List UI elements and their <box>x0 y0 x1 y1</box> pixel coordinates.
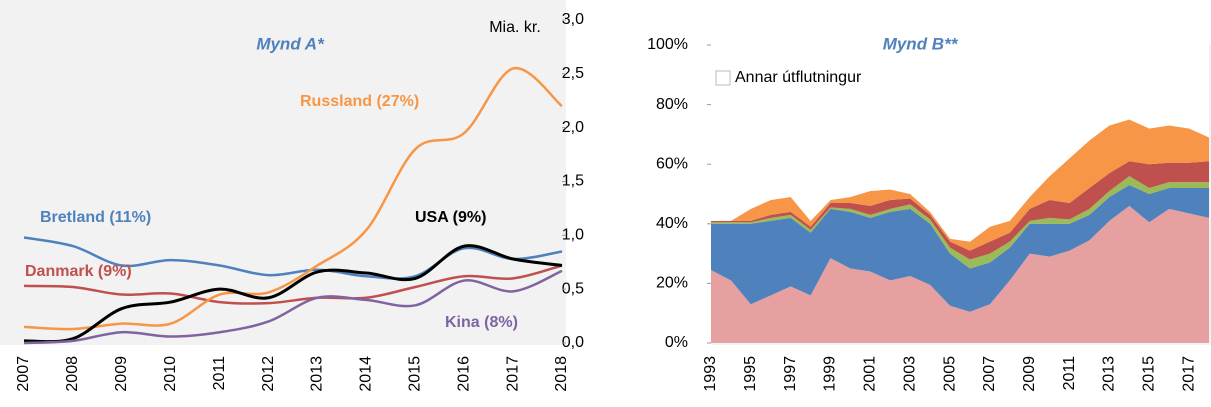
x-tick-label: 1997 <box>782 356 799 392</box>
y-tick-label: 20% <box>656 275 688 292</box>
x-tick-label: 2008 <box>64 356 81 392</box>
series-label: USA (9%) <box>415 209 486 226</box>
y-tick-label: 2,5 <box>562 65 584 82</box>
chart-title: Mynd B** <box>883 34 959 53</box>
y-tick-label: 1,5 <box>562 173 584 190</box>
x-tick-label: 2013 <box>1101 356 1118 392</box>
x-tick-label: 2009 <box>113 356 130 392</box>
x-tick-label: 2015 <box>406 356 423 392</box>
line <box>23 67 563 331</box>
x-tick-label: 1999 <box>822 356 839 392</box>
y-tick-label: 40% <box>656 215 688 232</box>
line <box>23 236 563 280</box>
area <box>711 45 1209 242</box>
y-tick-label: 1,0 <box>562 227 584 244</box>
y-tick-label: 2,0 <box>562 119 584 136</box>
y-tick-label: 0% <box>665 334 688 351</box>
series-label: Kina (8%) <box>445 314 518 331</box>
y-tick-label: 0,0 <box>562 334 584 351</box>
x-tick-label: 2015 <box>1140 356 1157 392</box>
line <box>23 264 563 305</box>
x-tick-label: 1993 <box>702 356 719 392</box>
y-tick-label: 80% <box>656 96 688 113</box>
y-tick-label: 60% <box>656 155 688 172</box>
area <box>711 185 1209 312</box>
area <box>711 119 1209 251</box>
x-tick-label: 2017 <box>504 356 521 392</box>
x-tick-label: 1995 <box>742 356 759 392</box>
series-label: Danmark (9%) <box>25 263 132 280</box>
x-tick-label: 2007 <box>15 356 32 392</box>
legend-label: Annar útflutningur <box>735 69 862 86</box>
line <box>23 244 563 344</box>
x-tick-label: 2001 <box>862 356 879 392</box>
legend-swatch <box>715 70 731 86</box>
x-tick-label: 2013 <box>309 356 326 392</box>
x-tick-label: 2003 <box>901 356 918 392</box>
line <box>23 269 563 345</box>
chart-title: Mynd A* <box>256 34 325 53</box>
area <box>711 205 1209 343</box>
x-tick-label: 2014 <box>358 356 375 392</box>
x-tick-label: 2011 <box>211 356 228 391</box>
y-tick-label: 0,5 <box>562 280 584 297</box>
x-tick-label: 2009 <box>1021 356 1038 392</box>
x-tick-label: 2012 <box>260 356 277 392</box>
x-tick-label: 2005 <box>941 356 958 392</box>
series-label: Russland (27%) <box>300 93 419 110</box>
unit-label: Mia. kr. <box>489 19 541 36</box>
series-label: Bretland (11%) <box>40 209 151 226</box>
x-tick-label: 2011 <box>1061 356 1078 391</box>
x-tick-label: 2017 <box>1180 356 1197 392</box>
x-tick-label: 2018 <box>553 356 570 392</box>
x-tick-label: 2007 <box>981 356 998 392</box>
area <box>711 161 1209 260</box>
x-tick-label: 2010 <box>162 356 179 392</box>
y-tick-label: 3,0 <box>562 11 584 28</box>
y-tick-label: 100% <box>647 36 688 53</box>
x-tick-label: 2016 <box>455 356 472 392</box>
area <box>711 176 1209 269</box>
